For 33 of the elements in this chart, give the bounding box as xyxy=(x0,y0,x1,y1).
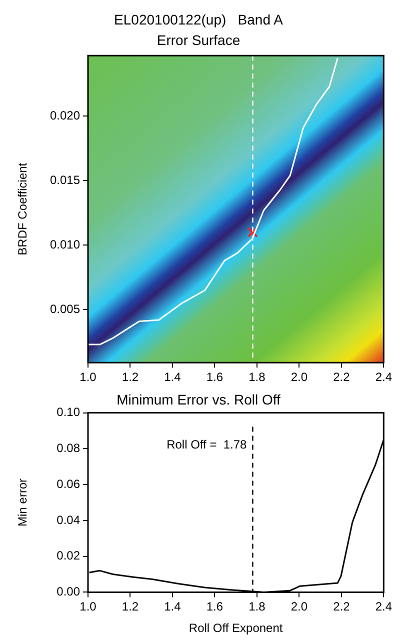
x-tick-label: 1.2 xyxy=(122,370,139,384)
x-tick-label: 1.8 xyxy=(248,600,266,614)
ref-line-label: Roll Off = 1.78 xyxy=(166,437,248,452)
y-axis-title: Min error xyxy=(16,478,30,527)
x-tick-label: 2.4 xyxy=(375,600,392,614)
y-tick-label: 0.010 xyxy=(50,238,80,252)
x-tick-label: 1.8 xyxy=(248,370,266,384)
y-tick-label: 0.04 xyxy=(56,512,80,527)
x-tick-label: 1.2 xyxy=(122,600,139,614)
x-tick-label: 2.4 xyxy=(375,370,392,384)
y-tick-label: 0.06 xyxy=(56,476,80,491)
y-axis-title: BRDF Coefficient xyxy=(16,162,30,256)
y-tick-label: 0.10 xyxy=(56,405,80,420)
x-tick-label: 1.4 xyxy=(164,370,182,384)
y-tick-label: 0.00 xyxy=(56,584,80,599)
x-tick-label: 1.0 xyxy=(80,600,97,614)
x-tick-label: 1.6 xyxy=(206,370,224,384)
chart-title: Minimum Error vs. Roll Off xyxy=(116,391,281,408)
x-tick-label: 1.4 xyxy=(164,600,182,614)
x-tick-label: 1.0 xyxy=(80,370,97,384)
x-tick-label: 2.2 xyxy=(333,600,350,614)
chart-title: EL020100122(up) Band A xyxy=(114,11,284,28)
y-tick-label: 0.005 xyxy=(50,302,80,316)
y-tick-label: 0.02 xyxy=(56,548,80,563)
x-tick-label: 1.6 xyxy=(206,600,224,614)
x-axis-title: Roll Off Exponent xyxy=(188,621,284,636)
chart-subtitle: Error Surface xyxy=(156,32,240,48)
x-tick-label: 2.0 xyxy=(290,370,308,384)
y-tick-label: 0.015 xyxy=(50,173,80,188)
x-tick-label: 2.2 xyxy=(333,370,350,384)
y-tick-label: 0.020 xyxy=(50,108,80,123)
y-tick-label: 0.08 xyxy=(56,440,80,455)
x-tick-label: 2.0 xyxy=(290,600,308,614)
